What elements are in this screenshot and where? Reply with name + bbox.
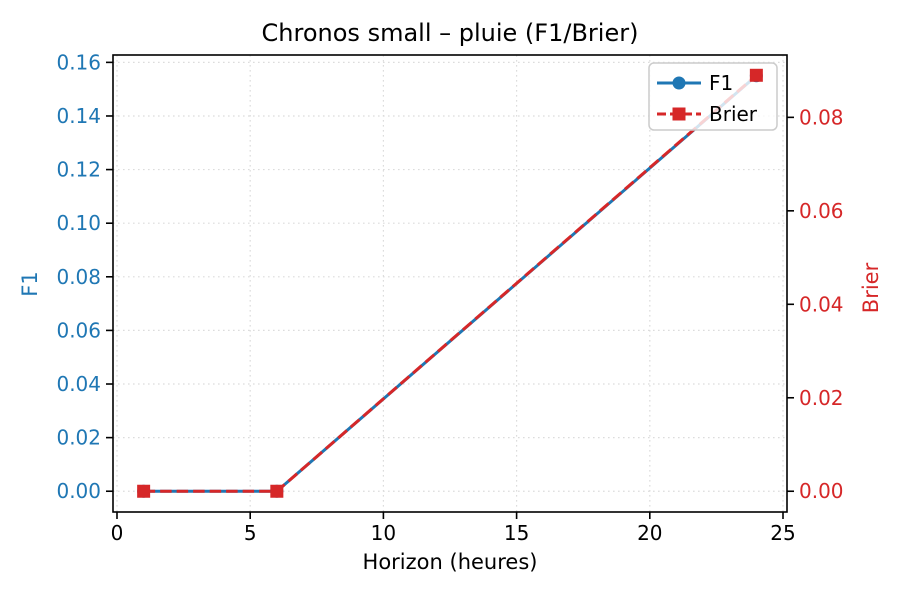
x-tick-label: 15 bbox=[504, 521, 529, 545]
left-y-tick-label: 0.16 bbox=[56, 50, 101, 74]
chart-title: Chronos small – pluie (F1/Brier) bbox=[261, 19, 639, 47]
legend-label-f1: F1 bbox=[709, 71, 733, 95]
y-axis-label-right: Brier bbox=[859, 262, 883, 314]
right-y-tick-label: 0.08 bbox=[799, 105, 844, 129]
right-y-tick-label: 0.06 bbox=[799, 199, 844, 223]
gridlines bbox=[113, 55, 787, 512]
x-tick-label: 20 bbox=[637, 521, 662, 545]
x-tick-label: 10 bbox=[371, 521, 396, 545]
x-tick-label: 0 bbox=[111, 521, 124, 545]
y-axis-label-left: F1 bbox=[18, 271, 42, 297]
x-tick-label: 25 bbox=[770, 521, 795, 545]
left-y-tick-label: 0.08 bbox=[56, 265, 101, 289]
right-y-tick-label: 0.04 bbox=[799, 292, 844, 316]
data-point-brier bbox=[270, 484, 284, 498]
x-tick-label: 5 bbox=[244, 521, 257, 545]
data-point-brier bbox=[749, 68, 763, 82]
left-y-tick-label: 0.02 bbox=[56, 426, 101, 450]
right-y-tick-label: 0.02 bbox=[799, 386, 844, 410]
plot-frame bbox=[112, 54, 788, 513]
left-y-tick-label: 0.12 bbox=[56, 158, 101, 182]
series-line-brier bbox=[143, 74, 758, 493]
left-y-tick-label: 0.00 bbox=[56, 479, 101, 503]
left-y-tick-label: 0.14 bbox=[56, 104, 101, 128]
data-point-brier bbox=[137, 484, 151, 498]
legend: F1 Brier bbox=[648, 62, 778, 131]
tick-marks bbox=[106, 61, 794, 519]
legend-label-brier: Brier bbox=[709, 102, 758, 126]
legend-marker-brier bbox=[672, 107, 686, 121]
series-line-f1 bbox=[143, 74, 758, 493]
left-y-tick-label: 0.06 bbox=[56, 318, 101, 342]
right-y-tick-label: 0.00 bbox=[799, 479, 844, 503]
legend-marker-f1 bbox=[672, 76, 686, 90]
x-axis-label: Horizon (heures) bbox=[362, 550, 538, 574]
left-y-tick-label: 0.04 bbox=[56, 372, 101, 396]
left-y-tick-label: 0.10 bbox=[56, 211, 101, 235]
